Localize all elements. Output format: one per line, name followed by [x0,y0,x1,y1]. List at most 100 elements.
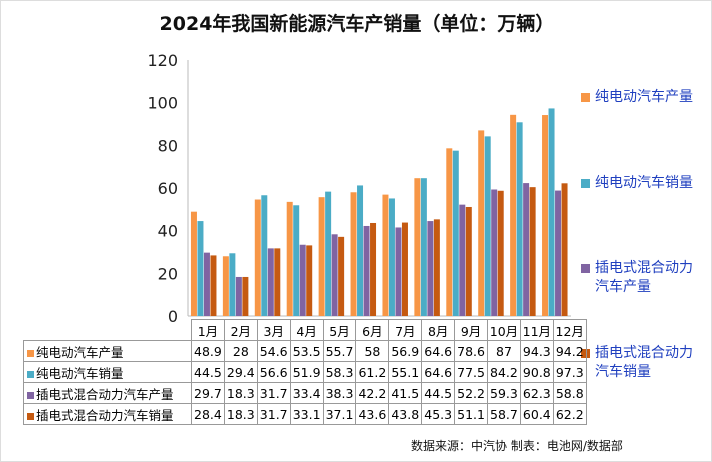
data-label: 48.9 [191,340,225,362]
data-label: 58.7 [487,403,521,425]
data-label: 38.3 [322,382,357,404]
legend-line: 插电式混合动力 [595,260,693,276]
x-tick-label: 9月 [454,319,489,341]
y-tick-label: 120 [147,51,178,70]
bar-0-3 [286,201,293,316]
bar-1-6 [388,198,395,316]
data-label: 45.3 [421,403,456,425]
data-label: 56.9 [388,340,423,362]
data-label: 37.1 [322,403,357,425]
bar-3-1 [242,276,249,316]
x-tick-label: 3月 [256,319,291,341]
data-label: 78.6 [454,340,489,362]
data-label: 55.7 [322,340,357,362]
bar-3-4 [338,236,345,316]
bar-2-9 [491,189,498,316]
data-label: 33.4 [289,382,324,404]
x-tick-label: 5月 [322,319,357,341]
bar-3-2 [274,248,281,316]
legend-swatch [581,179,590,188]
y-tick-label: 80 [158,136,178,155]
data-label: 28.4 [191,403,225,425]
series-name: 插电式混合动力汽车产量 [36,386,174,402]
bar-2-0 [203,252,210,316]
bar-0-5 [350,192,357,316]
data-label: 94.3 [519,340,554,362]
y-tick-label: 20 [158,264,178,283]
chart-title: 2024年我国新能源汽车产销量（单位：万辆） [159,13,555,35]
y-tick-label: 60 [158,179,178,198]
row-swatch [27,412,34,420]
data-label: 56.6 [256,361,291,383]
data-label: 55.1 [388,361,423,383]
table-row: 插电式混合动力汽车产量 29.7 18.3 31.7 33.4 38.3 42.2 41.5 4… [23,382,587,404]
data-label: 18.3 [223,403,258,425]
bar-1-11 [548,108,555,316]
x-tick-label: 1月 [191,319,225,341]
data-label: 62.3 [519,382,554,404]
legend-label: 纯电动汽车产量 [595,88,711,107]
data-label: 51.9 [289,361,324,383]
row-label: 插电式混合动力汽车产量 [23,382,192,404]
bar-0-6 [382,194,389,316]
table-row: 纯电动汽车销量 44.5 29.4 56.6 51.9 58.3 61.2 55.1 64.6 7… [23,361,587,383]
data-label: 58.8 [552,382,587,404]
bar-1-0 [197,221,204,316]
data-label: 58.3 [322,361,357,383]
x-tick-label: 2月 [223,319,258,341]
bar-2-7 [427,221,434,316]
table-row: 纯电动汽车产量 48.9 28 54.6 53.5 55.7 58 56.9 64.6 78.6 8… [23,340,587,362]
data-label: 29.4 [223,361,258,383]
row-label: 纯电动汽车销量 [23,361,192,383]
data-label: 58 [355,340,390,362]
data-label: 41.5 [388,382,423,404]
legend-label: 插电式混合动力 汽车产量 [595,259,711,297]
bar-1-3 [293,205,300,316]
data-label: 42.2 [355,382,390,404]
data-label: 60.4 [519,403,554,425]
data-label: 94.2 [552,340,587,362]
data-label: 29.7 [191,382,225,404]
bar-0-1 [222,256,229,316]
data-label: 53.5 [289,340,324,362]
data-label: 64.6 [421,361,456,383]
table-row: 插电式混合动力汽车销量 28.4 18.3 31.7 33.1 37.1 43.6 43.8 4… [23,403,587,425]
y-tick-label: 0 [168,307,178,326]
bar-0-10 [510,114,517,317]
legend-label: 纯电动汽车销量 [595,174,711,193]
bar-3-11 [561,183,568,316]
bar-3-3 [306,245,313,316]
bar-2-1 [235,276,242,316]
data-label: 90.8 [519,361,554,383]
bar-2-4 [331,234,338,316]
data-label: 64.6 [421,340,456,362]
bar-2-10 [523,183,530,316]
data-label: 52.2 [454,382,489,404]
data-label: 44.5 [191,361,225,383]
source-note: 数据来源：中汽协 制表：电池网/数据部 [411,439,623,453]
bar-0-0 [190,211,197,316]
data-label: 51.1 [454,403,489,425]
legend-line: 纯电动汽车产量 [595,89,693,105]
bar-3-8 [465,206,472,316]
x-tick-label: 6月 [355,319,390,341]
series-name: 插电式混合动力汽车销量 [36,407,174,423]
bar-3-0 [210,255,217,316]
row-label: 纯电动汽车产量 [23,340,192,362]
x-tick-label: 7月 [388,319,423,341]
bar-1-9 [484,136,491,316]
x-tick-label: 4月 [289,319,324,341]
data-label: 84.2 [487,361,521,383]
row-label: 插电式混合动力汽车销量 [23,403,192,425]
y-tick-label: 40 [158,222,178,241]
bar-1-1 [229,253,236,316]
data-label: 87 [487,340,521,362]
data-label: 62.2 [552,403,587,425]
bar-3-5 [370,222,377,316]
legend-line: 汽车销量 [595,364,651,380]
bar-1-7 [420,178,427,316]
bar-2-11 [555,190,562,316]
bar-3-10 [529,187,536,316]
